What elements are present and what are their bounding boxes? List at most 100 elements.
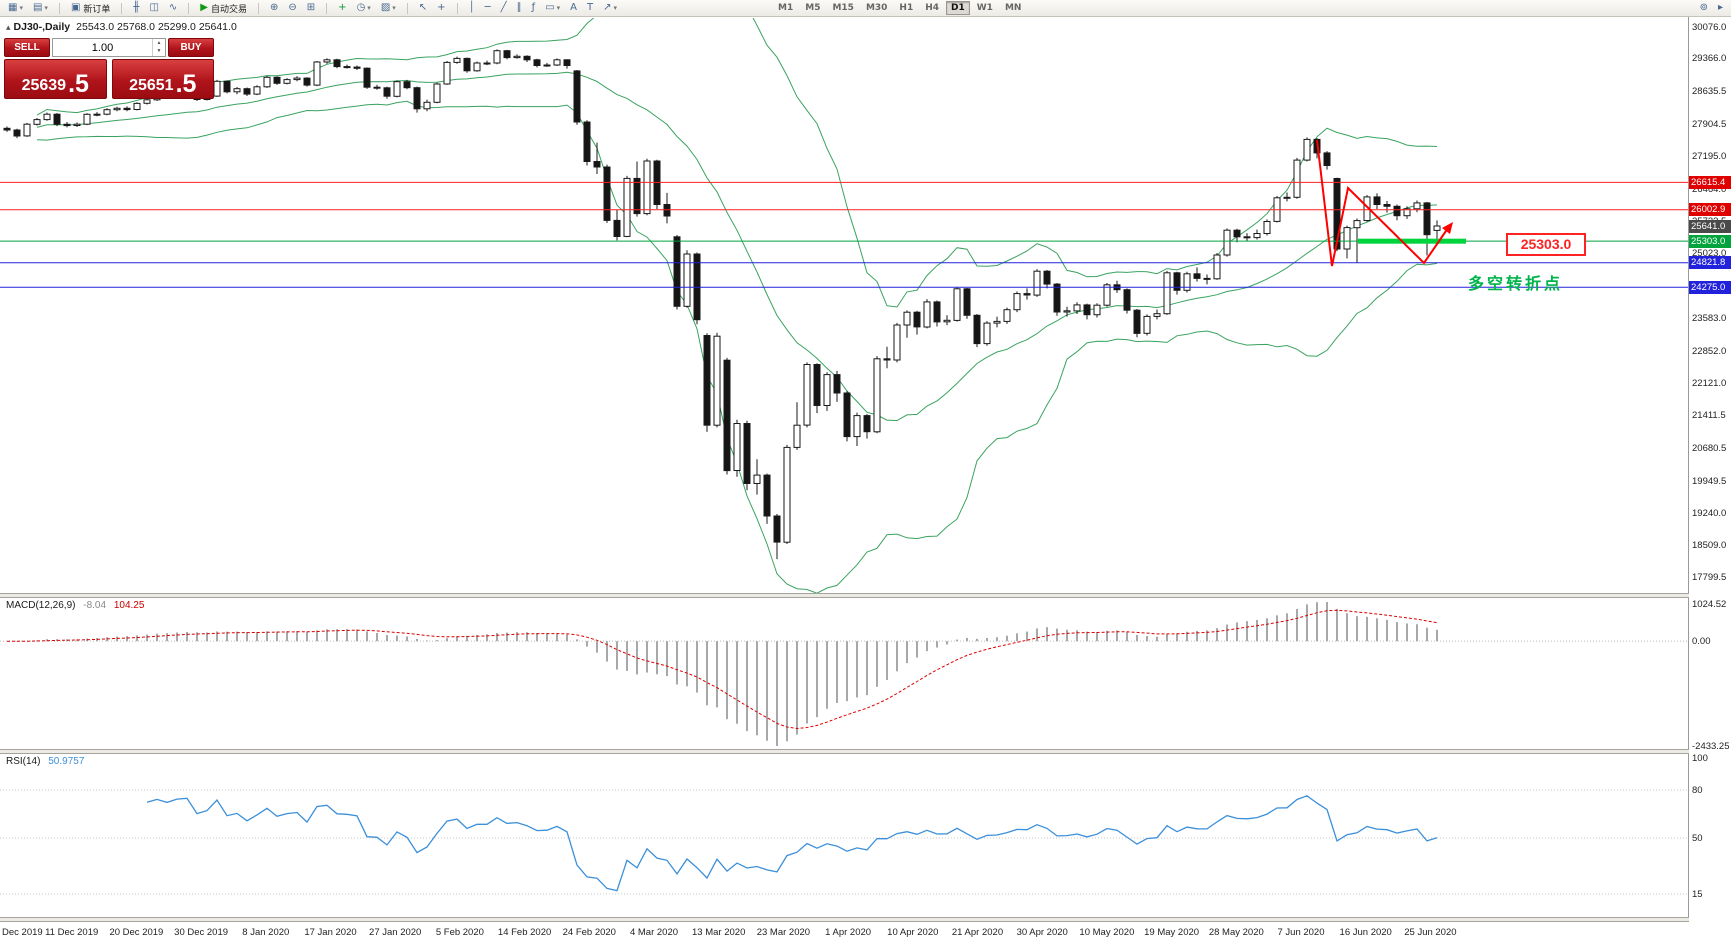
toolbar: ▦ ▾ ▤ ▾ ▣ 新订单 ╫ ◫ ∿ ▶ 自动交易 ⊕ ⊖ ⊞ + ◷ ▾ ▨ ▾ ↖ + │ ─ ╱ ∥ ƒ ▭ ▾ A T ↗ ▾ M1 M… [0, 0, 1731, 17]
buy-price-display[interactable]: 25651 .5 [111, 59, 214, 99]
time-axis-label: 27 Jan 2020 [369, 927, 422, 938]
candlestick-chart-button[interactable]: ◫ [144, 0, 163, 16]
text-button[interactable]: A [565, 0, 582, 16]
price-tick-label: 27904.5 [1692, 119, 1727, 131]
macd-value: -8.04 [83, 600, 107, 611]
timeframe-h1[interactable]: H1 [899, 3, 914, 13]
price-tag: 26002.9 [1689, 203, 1731, 217]
turning-point-annotation[interactable]: 多空转折点 [1468, 276, 1564, 293]
timeframe-m1[interactable]: M1 [778, 3, 794, 13]
rsi-tick-label: 100 [1692, 752, 1708, 764]
period-menu-icon: ◷ [356, 2, 366, 13]
price-tick-label: 27195.0 [1692, 150, 1727, 162]
channel-button[interactable]: ∥ [512, 0, 527, 16]
crosshair-button[interactable]: + [432, 0, 450, 16]
shapes-icon: ▭ [545, 2, 555, 13]
ohlc-high: 25768.0 [117, 21, 156, 33]
new-order-button[interactable]: ▣ 新订单 [66, 0, 115, 16]
chevron-down-icon: ▾ [556, 4, 561, 12]
price-tick-label: 23583.0 [1692, 312, 1727, 324]
vertical-line-icon: │ [468, 2, 475, 13]
price-tick-label: 26464.0 [1692, 183, 1727, 195]
volume-down-button[interactable]: ▼ [156, 48, 162, 54]
chevron-down-icon: ▾ [367, 4, 371, 12]
profiles-button[interactable]: ▤ ▾ [28, 0, 53, 16]
price-tick-label: 17799.5 [1692, 572, 1727, 584]
rsi-name: RSI(14) [6, 756, 41, 767]
timeframe-m5[interactable]: M5 [805, 3, 821, 13]
toolbar-separator [406, 2, 408, 14]
arrow-tools-icon: ↗ [603, 2, 612, 13]
line-chart-button[interactable]: ∿ [164, 0, 182, 16]
volume-control: ▲ ▼ [52, 38, 166, 57]
horizontal-line-button[interactable]: ─ [480, 0, 496, 16]
magnifier-icon[interactable]: ⊚ [1695, 0, 1713, 16]
one-click-trading-panel: SELL ▲ ▼ BUY 25639 .5 25651 .5 [4, 38, 214, 99]
label-button[interactable]: T [582, 0, 598, 16]
sell-price-display[interactable]: 25639 .5 [4, 59, 107, 99]
trendline-button[interactable]: ╱ [496, 0, 512, 16]
fibonacci-icon: ƒ [531, 2, 536, 13]
toolbar-separator [456, 2, 458, 14]
arrow-tools-button[interactable]: ↗ ▾ [598, 0, 622, 16]
shapes-button[interactable]: ▭ ▾ [540, 0, 565, 16]
timeframe-d1[interactable]: D1 [946, 1, 970, 15]
new-chart-button[interactable]: ▦ ▾ [3, 0, 28, 16]
buy-price-frac: .5 [175, 70, 197, 98]
template-menu-icon: ▨ [380, 2, 391, 13]
add-indicator-button[interactable]: + [333, 0, 351, 16]
time-axis-label: 21 Apr 2020 [951, 927, 1004, 938]
price-tick-label: 19949.5 [1692, 475, 1727, 487]
toolbar-right: ⊚ ▸ [1695, 0, 1728, 16]
ohlc-low: 25299.0 [157, 21, 196, 33]
price-tick-label: 29366.0 [1692, 53, 1727, 65]
sell-button[interactable]: SELL [4, 38, 50, 57]
support-price-callout[interactable]: 25303.0 [1506, 233, 1586, 256]
zoom-in-button[interactable]: ⊕ [265, 0, 283, 16]
fibonacci-button[interactable]: ƒ [527, 0, 541, 16]
volume-input[interactable] [53, 40, 152, 55]
price-tick-label: 22121.0 [1692, 378, 1727, 390]
chevron-down-icon: ▾ [392, 4, 396, 12]
time-axis-label: 4 Mar 2020 [629, 927, 679, 938]
timeframe-mn[interactable]: MN [1004, 3, 1022, 13]
time-axis-label: 10 May 2020 [1079, 927, 1135, 938]
horizontal-line-icon: ─ [484, 2, 491, 13]
zoom-out-button[interactable]: ⊖ [283, 0, 301, 16]
bar-chart-button[interactable]: ╫ [128, 0, 144, 16]
autotrade-button[interactable]: ▶ 自动交易 [195, 0, 252, 16]
time-axis-label: 30 Apr 2020 [1016, 927, 1068, 938]
panel-splitter[interactable] [0, 749, 1689, 754]
timeframe-w1[interactable]: W1 [976, 3, 993, 13]
tile-windows-button[interactable]: ⊞ [302, 0, 320, 16]
cursor-button[interactable]: ↖ [414, 0, 432, 16]
timeframe-m15[interactable]: M15 [832, 3, 854, 13]
volume-up-button[interactable]: ▲ [156, 40, 162, 46]
buy-button[interactable]: BUY [168, 38, 214, 57]
ohlc-close: 25641.0 [198, 21, 237, 33]
time-axis-label: 11 Dec 2019 [45, 927, 99, 938]
timeframe-h4[interactable]: H4 [925, 3, 940, 13]
macd-signal-value: 104.25 [113, 600, 145, 611]
channel-icon: ∥ [516, 2, 522, 13]
macd-name: MACD(12,26,9) [6, 600, 76, 611]
timeframe-m30[interactable]: M30 [865, 3, 888, 13]
time-axis-label: Dec 2019 [2, 927, 43, 938]
period-menu-button[interactable]: ◷ ▾ [352, 0, 376, 16]
panel-splitter[interactable] [0, 593, 1689, 598]
zoom-in-icon: ⊕ [270, 2, 279, 13]
bar-chart-icon: ╫ [133, 2, 140, 13]
time-axis-label: 1 Apr 2020 [825, 927, 872, 938]
chevron-down-icon: ▾ [44, 4, 48, 12]
time-axis-label: 30 Dec 2019 [174, 927, 229, 938]
price-tick-label: 19240.0 [1692, 507, 1727, 519]
template-menu-button[interactable]: ▨ ▾ [376, 0, 401, 16]
vertical-line-button[interactable]: │ [464, 0, 480, 16]
time-axis-label: 8 Jan 2020 [242, 927, 290, 938]
cursor-icon: ↖ [418, 2, 428, 13]
new-order-icon: ▣ [70, 2, 81, 13]
toolbar-separator [121, 2, 123, 14]
price-tag: 24821.8 [1689, 256, 1731, 270]
pointer-icon[interactable]: ▸ [1713, 0, 1728, 16]
